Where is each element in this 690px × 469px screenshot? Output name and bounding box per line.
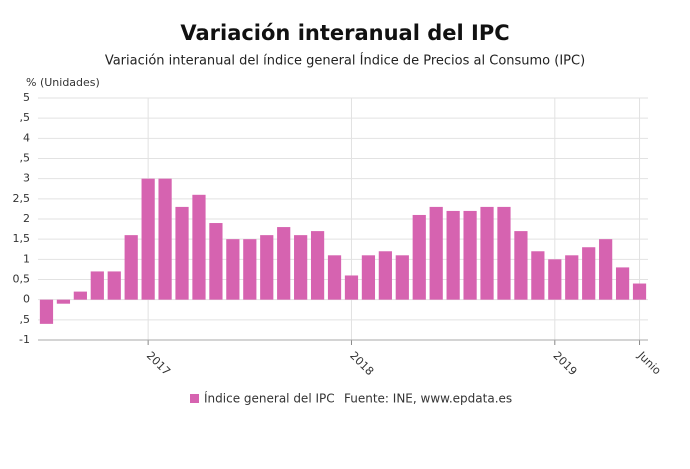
bar <box>73 291 87 300</box>
y-tick-label: 2 <box>23 212 30 225</box>
bar <box>158 178 172 300</box>
bar <box>124 235 138 300</box>
y-axis-label: % (Unidades) <box>26 76 100 89</box>
y-tick-label: 2,5 <box>13 192 31 205</box>
bar <box>446 210 460 300</box>
chart-title: Variación interanual del IPC <box>180 21 509 45</box>
x-tick-label: 2019 <box>551 349 580 378</box>
y-tick-label: 1,5 <box>13 232 31 245</box>
bar <box>531 251 545 300</box>
bar <box>599 239 613 300</box>
bar <box>107 271 121 300</box>
bar <box>260 235 274 300</box>
bar <box>378 251 392 300</box>
bar <box>56 299 71 304</box>
legend-swatch <box>190 394 199 403</box>
legend-label: Índice general del IPC <box>204 391 335 406</box>
bar <box>429 206 443 300</box>
bar <box>243 239 257 300</box>
bar <box>395 255 409 300</box>
bar <box>39 299 54 324</box>
bar <box>412 214 426 300</box>
bar <box>615 267 630 300</box>
bar <box>141 178 155 300</box>
bar <box>548 259 562 300</box>
bar <box>327 255 342 300</box>
bar <box>90 271 104 300</box>
bar <box>175 206 189 300</box>
bar <box>632 283 647 300</box>
y-tick-label: -1 <box>19 333 30 346</box>
y-tick-label: ,5 <box>20 111 31 124</box>
y-tick-label: 1 <box>23 252 30 265</box>
y-tick-label: ,5 <box>20 152 31 165</box>
y-tick-label: ,5 <box>20 313 31 326</box>
source: Fuente: INE, www.epdata.es <box>344 392 512 406</box>
bar <box>480 206 494 300</box>
bar <box>361 255 376 300</box>
x-tick-label: 2017 <box>144 349 173 378</box>
bar <box>565 255 579 300</box>
bar <box>463 210 477 300</box>
bar <box>497 206 511 300</box>
y-tick-label: 3 <box>23 172 30 185</box>
bar <box>582 247 596 300</box>
bar <box>192 194 206 300</box>
bar <box>310 231 325 300</box>
y-tick-label: 4 <box>23 131 30 144</box>
bar <box>226 239 240 300</box>
chart-subtitle: Variación interanual del índice general … <box>105 53 585 69</box>
bar <box>209 223 223 300</box>
bar <box>514 231 528 300</box>
bar <box>344 275 359 300</box>
y-tick-label: 0,5 <box>13 273 31 286</box>
y-tick-label: 0 <box>23 293 30 306</box>
x-tick-label: Junio <box>635 348 664 377</box>
bar <box>294 235 308 300</box>
x-tick-label: 2018 <box>347 349 376 378</box>
bar <box>277 227 291 300</box>
y-tick-label: 5 <box>23 91 30 104</box>
